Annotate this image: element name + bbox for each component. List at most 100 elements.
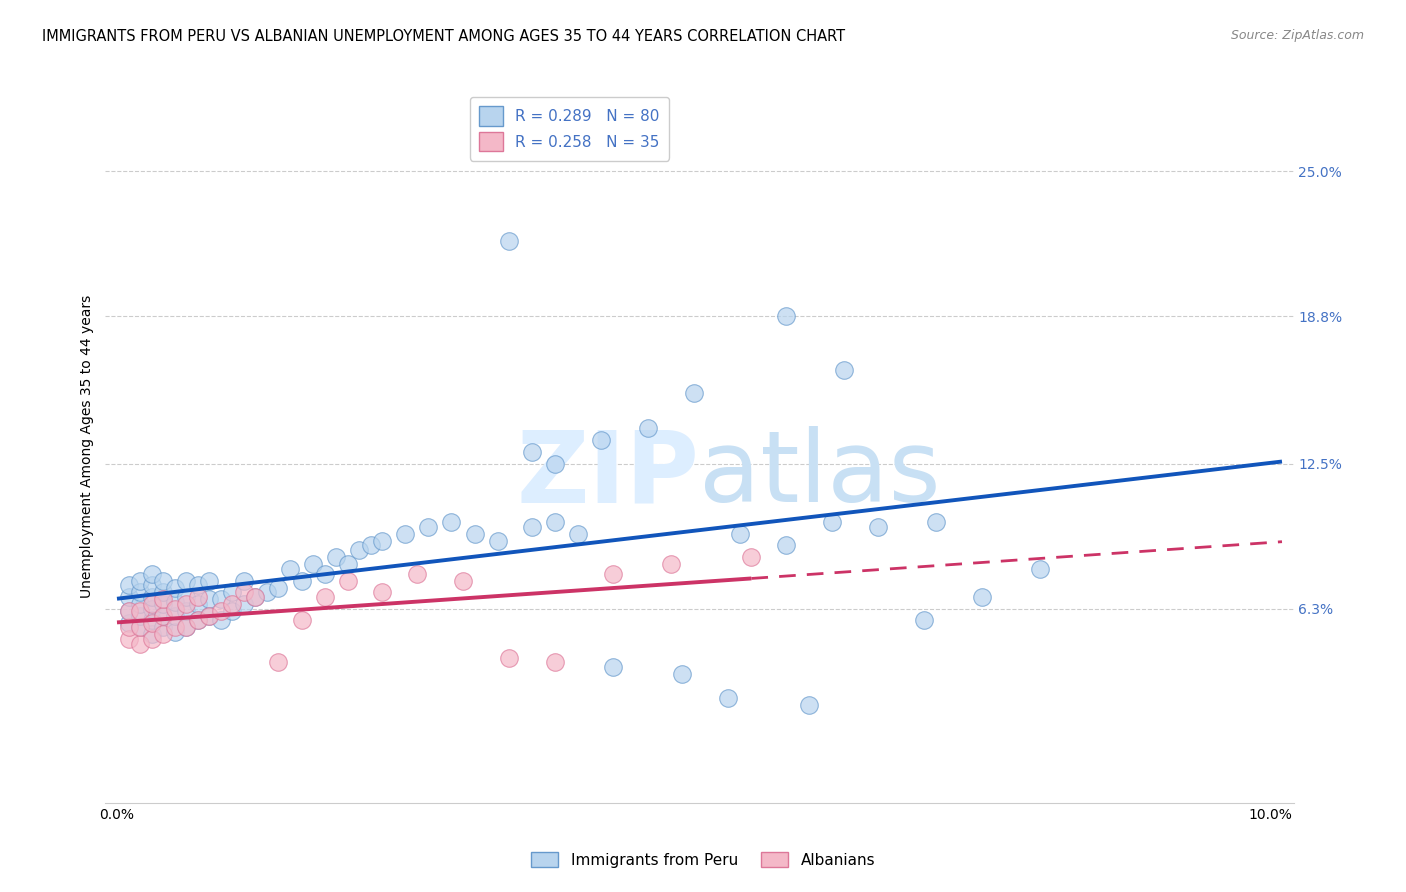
Point [659, 557, 682, 571]
Point [775, 538, 797, 552]
Point [152, 608, 174, 623]
Point [174, 574, 197, 588]
Point [209, 604, 232, 618]
Point [325, 550, 347, 565]
Text: atlas: atlas [700, 426, 941, 523]
Point [117, 615, 139, 630]
Point [117, 620, 139, 634]
Point [141, 613, 163, 627]
Point [232, 574, 254, 588]
Point [464, 526, 486, 541]
Y-axis label: Unemployment Among Ages 35 to 44 years: Unemployment Among Ages 35 to 44 years [80, 294, 94, 598]
Point [232, 597, 254, 611]
Point [912, 613, 935, 627]
Point [174, 604, 197, 618]
Point [141, 615, 163, 630]
Point [486, 533, 509, 548]
Text: Source: ZipAtlas.com: Source: ZipAtlas.com [1230, 29, 1364, 42]
Point [152, 627, 174, 641]
Point [187, 613, 209, 627]
Point [591, 433, 613, 447]
Point [371, 533, 394, 548]
Point [187, 590, 209, 604]
Point [544, 515, 567, 529]
Legend: Immigrants from Peru, Albanians: Immigrants from Peru, Albanians [524, 846, 882, 873]
Point [117, 578, 139, 592]
Point [267, 581, 290, 595]
Point [302, 557, 325, 571]
Point [314, 590, 336, 604]
Point [129, 637, 152, 651]
Legend: R = 0.289   N = 80, R = 0.258   N = 35: R = 0.289 N = 80, R = 0.258 N = 35 [470, 97, 669, 161]
Point [728, 526, 751, 541]
Text: IMMIGRANTS FROM PERU VS ALBANIAN UNEMPLOYMENT AMONG AGES 35 TO 44 YEARS CORRELAT: IMMIGRANTS FROM PERU VS ALBANIAN UNEMPLO… [42, 29, 845, 44]
Point [117, 590, 139, 604]
Point [418, 519, 440, 533]
Point [141, 566, 163, 581]
Point [221, 604, 243, 618]
Point [498, 650, 520, 665]
Point [129, 620, 152, 634]
Point [187, 578, 209, 592]
Point [544, 457, 567, 471]
Point [129, 608, 152, 623]
Point [290, 574, 312, 588]
Point [117, 604, 139, 618]
Point [141, 590, 163, 604]
Point [129, 574, 152, 588]
Point [245, 590, 267, 604]
Point [141, 627, 163, 641]
Point [221, 585, 243, 599]
Point [221, 597, 243, 611]
Point [267, 656, 290, 670]
Point [174, 620, 197, 634]
Point [198, 592, 221, 607]
Point [152, 597, 174, 611]
Point [209, 613, 232, 627]
Point [336, 574, 359, 588]
Point [141, 632, 163, 646]
Point [129, 597, 152, 611]
Point [717, 690, 740, 705]
Point [174, 597, 197, 611]
Point [152, 574, 174, 588]
Point [347, 543, 370, 558]
Point [868, 519, 890, 533]
Point [174, 620, 197, 634]
Point [522, 519, 544, 533]
Point [602, 660, 624, 674]
Point [671, 667, 693, 681]
Point [336, 557, 359, 571]
Point [394, 526, 416, 541]
Point [152, 620, 174, 634]
Point [544, 656, 567, 670]
Point [360, 538, 382, 552]
Point [129, 620, 152, 634]
Point [821, 515, 844, 529]
Point [637, 421, 659, 435]
Point [117, 632, 139, 646]
Point [141, 597, 163, 611]
Point [740, 550, 762, 565]
Point [498, 234, 520, 248]
Point [198, 608, 221, 623]
Point [187, 597, 209, 611]
Point [314, 566, 336, 581]
Point [141, 578, 163, 592]
Point [129, 604, 152, 618]
Point [278, 562, 301, 576]
Point [440, 515, 463, 529]
Point [163, 625, 186, 640]
Point [522, 445, 544, 459]
Text: ZIP: ZIP [516, 426, 700, 523]
Point [163, 608, 186, 623]
Point [832, 363, 855, 377]
Point [682, 386, 704, 401]
Point [141, 601, 163, 615]
Point [152, 592, 174, 607]
Point [245, 590, 267, 604]
Point [1029, 562, 1052, 576]
Point [232, 585, 254, 599]
Point [925, 515, 948, 529]
Point [797, 698, 820, 712]
